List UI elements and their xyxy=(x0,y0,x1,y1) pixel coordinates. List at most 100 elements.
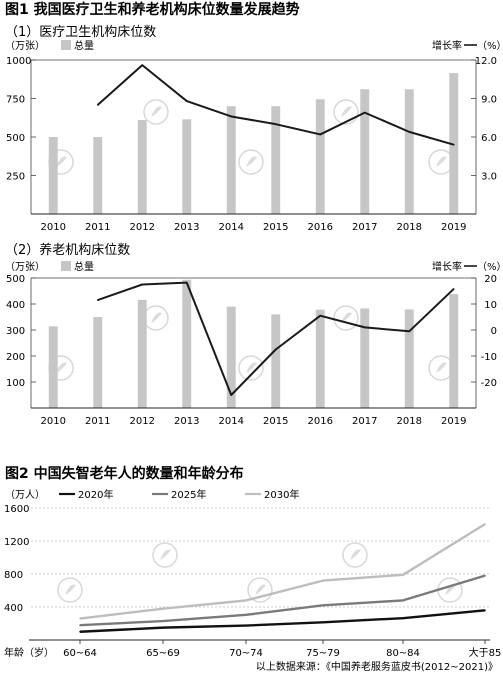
bar-total-2017 xyxy=(360,89,370,214)
series-point-2030年-大于85 xyxy=(484,523,486,525)
chart1-subtitle: （1）医疗卫生机构床位数 xyxy=(5,25,156,40)
watermark-leaf-icon xyxy=(56,156,67,167)
watermark-leaf-icon xyxy=(56,362,67,373)
series-point-2030年-70~74 xyxy=(245,599,247,602)
growth-rate-point-2016 xyxy=(319,314,322,317)
y-tick-label: 400 xyxy=(4,603,23,614)
y-tick-label: 1600 xyxy=(4,504,29,515)
growth-rate-point-2015 xyxy=(274,348,277,351)
figure2-title: 图2 中国失智老年人的数量和年龄分布 xyxy=(5,465,244,482)
growth-rate-point-2019 xyxy=(452,143,455,146)
y-tick-label: 800 xyxy=(4,570,23,581)
series-point-2025年-75~79 xyxy=(322,604,324,607)
legend-label-line: 增长率 xyxy=(432,260,462,273)
series-point-2030年-75~79 xyxy=(322,579,324,582)
x-tick-label: 2018 xyxy=(397,416,422,427)
left-tick-label: 500 xyxy=(6,133,25,144)
figure1-title: 图1 我国医疗卫生和养老机构床位数量发展趋势 xyxy=(5,1,300,18)
growth-rate-point-2016 xyxy=(319,133,322,136)
left-tick-label: 100 xyxy=(6,378,25,389)
right-tick-label: 6.0 xyxy=(481,133,497,144)
chart2-subtitle: （2）养老机构床位数 xyxy=(5,242,130,258)
bar-total-2019 xyxy=(449,73,459,214)
watermark-icon xyxy=(238,149,264,175)
right-tick-label: 9.0 xyxy=(481,95,497,106)
watermark-leaf-icon xyxy=(350,549,361,560)
series-line-2020年 xyxy=(79,609,486,633)
bar-total-2013 xyxy=(182,119,192,214)
left-unit-label: （万张） xyxy=(5,261,45,273)
left-tick-label: 200 xyxy=(6,352,25,363)
bar-total-2010 xyxy=(48,137,58,214)
growth-rate-point-2014 xyxy=(230,394,233,396)
right-tick-label: -20 xyxy=(481,378,497,389)
left-tick-label: 300 xyxy=(6,326,25,337)
growth-rate-point-2017 xyxy=(363,326,366,329)
left-tick-label: 1000 xyxy=(6,56,31,67)
left-tick-label: 250 xyxy=(6,172,25,183)
series-point-2025年-60~64 xyxy=(79,624,81,626)
watermark-icon xyxy=(238,355,264,381)
series-point-2020年-70~74 xyxy=(245,624,247,627)
left-tick-label: 750 xyxy=(6,95,25,106)
x-tick-label: 2015 xyxy=(263,222,288,233)
growth-rate-point-2011 xyxy=(96,104,99,106)
x-tick-label: 2013 xyxy=(174,222,199,233)
x-tick-label: 2010 xyxy=(41,416,66,427)
bar-total-2015 xyxy=(271,314,281,408)
growth-rate-point-2013 xyxy=(185,100,188,102)
watermark-leaf-icon xyxy=(246,156,257,167)
x-tick-label: 2017 xyxy=(352,222,377,233)
watermark-icon xyxy=(57,577,83,603)
series-point-2030年-65~69 xyxy=(162,607,164,610)
x-tick-label: 2019 xyxy=(441,416,466,427)
charts-layer: （万张）总量增长率（%）100075050025012.09.06.03.020… xyxy=(4,39,503,659)
x-tick-label: 65~69 xyxy=(146,648,180,659)
left-tick-label: 500 xyxy=(6,274,25,285)
series-point-2025年-70~74 xyxy=(245,614,247,616)
series-line-2030年 xyxy=(79,523,486,620)
watermark-icon xyxy=(152,542,178,568)
growth-rate-point-2019 xyxy=(452,288,455,290)
x-axis-title: 年龄（岁） xyxy=(4,646,54,659)
legend-label-line: 增长率 xyxy=(432,39,462,52)
legend-swatch-bar xyxy=(61,40,71,50)
bar-total-2011 xyxy=(93,317,103,408)
bar-total-2014 xyxy=(226,106,236,214)
watermark-icon xyxy=(247,577,273,603)
series-point-2020年-75~79 xyxy=(322,621,324,624)
left-tick-label: 400 xyxy=(6,300,25,311)
bar-total-2017 xyxy=(360,308,370,408)
right-tick-label: 0 xyxy=(491,326,497,337)
x-tick-label: 70~74 xyxy=(229,648,263,659)
legend-label: 2020年 xyxy=(78,488,113,501)
x-tick-label: 80~84 xyxy=(386,648,420,659)
bar-total-2018 xyxy=(404,89,414,214)
growth-rate-point-2017 xyxy=(363,111,366,114)
right-tick-label: 12.0 xyxy=(475,56,497,67)
x-tick-label: 2011 xyxy=(85,222,110,233)
unit-label: （万人） xyxy=(5,489,45,501)
watermark-icon xyxy=(333,305,359,331)
legend-label: 2030年 xyxy=(264,488,299,501)
left-unit-label: （万张） xyxy=(5,40,45,52)
x-tick-label: 2019 xyxy=(441,222,466,233)
x-tick-label: 60~64 xyxy=(63,648,97,659)
bar-total-2011 xyxy=(93,137,103,214)
x-tick-label: 2014 xyxy=(219,416,244,427)
bar-total-2016 xyxy=(315,99,325,214)
x-tick-label: 2018 xyxy=(397,222,422,233)
watermark-leaf-icon xyxy=(151,106,162,117)
growth-rate-point-2011 xyxy=(96,299,99,301)
legend-label-bar: 总量 xyxy=(74,39,94,52)
right-unit-label: （%） xyxy=(477,261,503,273)
bar-total-2012 xyxy=(137,120,147,214)
x-tick-label: 2010 xyxy=(41,222,66,233)
x-tick-label: 2013 xyxy=(174,416,199,427)
bar-total-2012 xyxy=(137,299,147,408)
watermark-leaf-icon xyxy=(445,584,456,595)
watermark-leaf-icon xyxy=(151,312,162,323)
series-point-2030年-60~64 xyxy=(79,617,81,620)
